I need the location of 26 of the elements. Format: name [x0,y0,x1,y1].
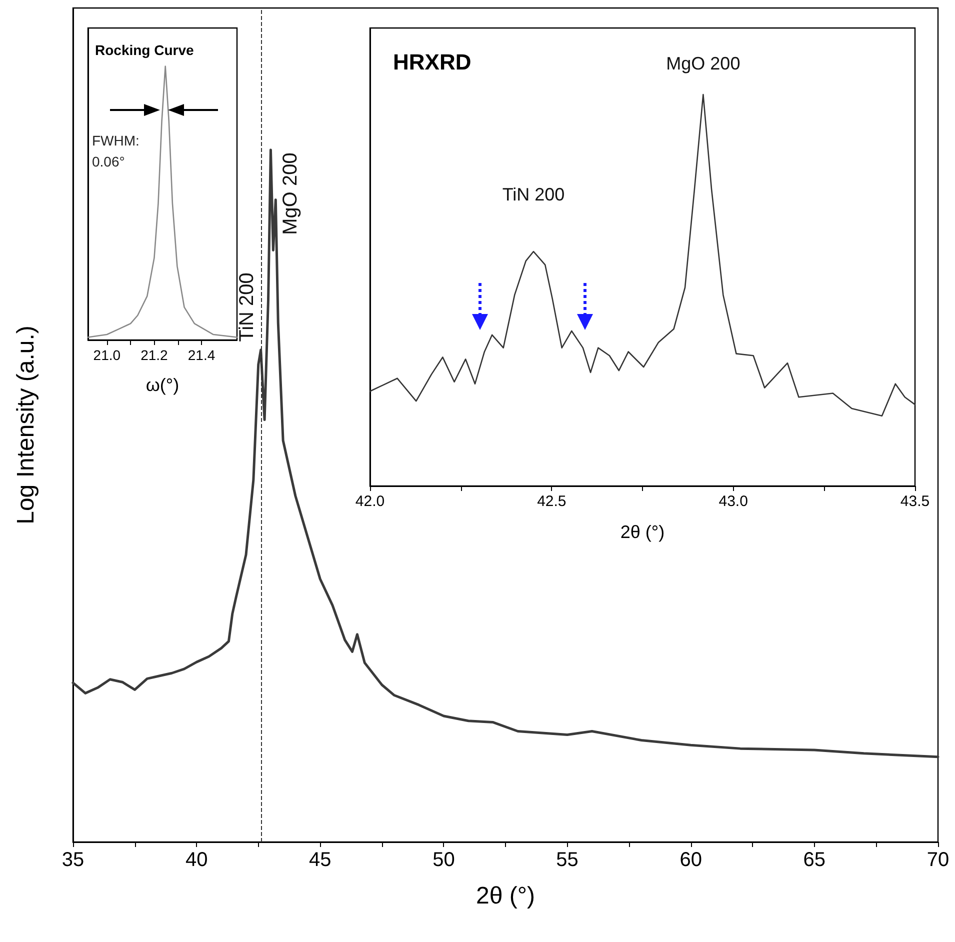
x-tick-label: 40 [185,849,208,871]
x-tick-label: 50 [432,849,455,871]
annotation: TiN 200 [502,184,565,205]
x-tick-label: 43.5 [900,493,930,510]
annotation: MgO 200 [280,152,302,235]
x-tick-label: 21.4 [188,347,216,363]
annotation: FWHM: 0.06° [92,132,140,170]
x-tick-label: 21.2 [140,347,168,363]
x-tick-label: 42.0 [355,493,385,510]
chart-title: HRXRD [393,50,472,74]
annotation: TiN 200 [236,272,258,342]
x-tick-label: 70 [926,849,950,871]
x-axis-title: 2θ (°) [476,882,535,910]
chart-title: Rocking Curve [95,42,194,58]
x-tick-label: 42.5 [537,493,566,510]
x-tick-label: 55 [556,849,578,871]
x-axis-title: 2θ (°) [620,522,665,542]
x-tick-label: 43.0 [718,493,748,510]
y-axis-title: Log Intensity (a.u.) [12,326,40,524]
x-tick-label: 35 [62,849,84,871]
x-tick-label: 60 [680,849,702,871]
annotation: MgO 200 [666,54,740,74]
x-tick-label: 65 [803,849,826,871]
x-tick-label: 45 [309,849,332,871]
x-axis-title: ω(°) [146,375,180,395]
x-tick-label: 21.0 [93,347,121,363]
